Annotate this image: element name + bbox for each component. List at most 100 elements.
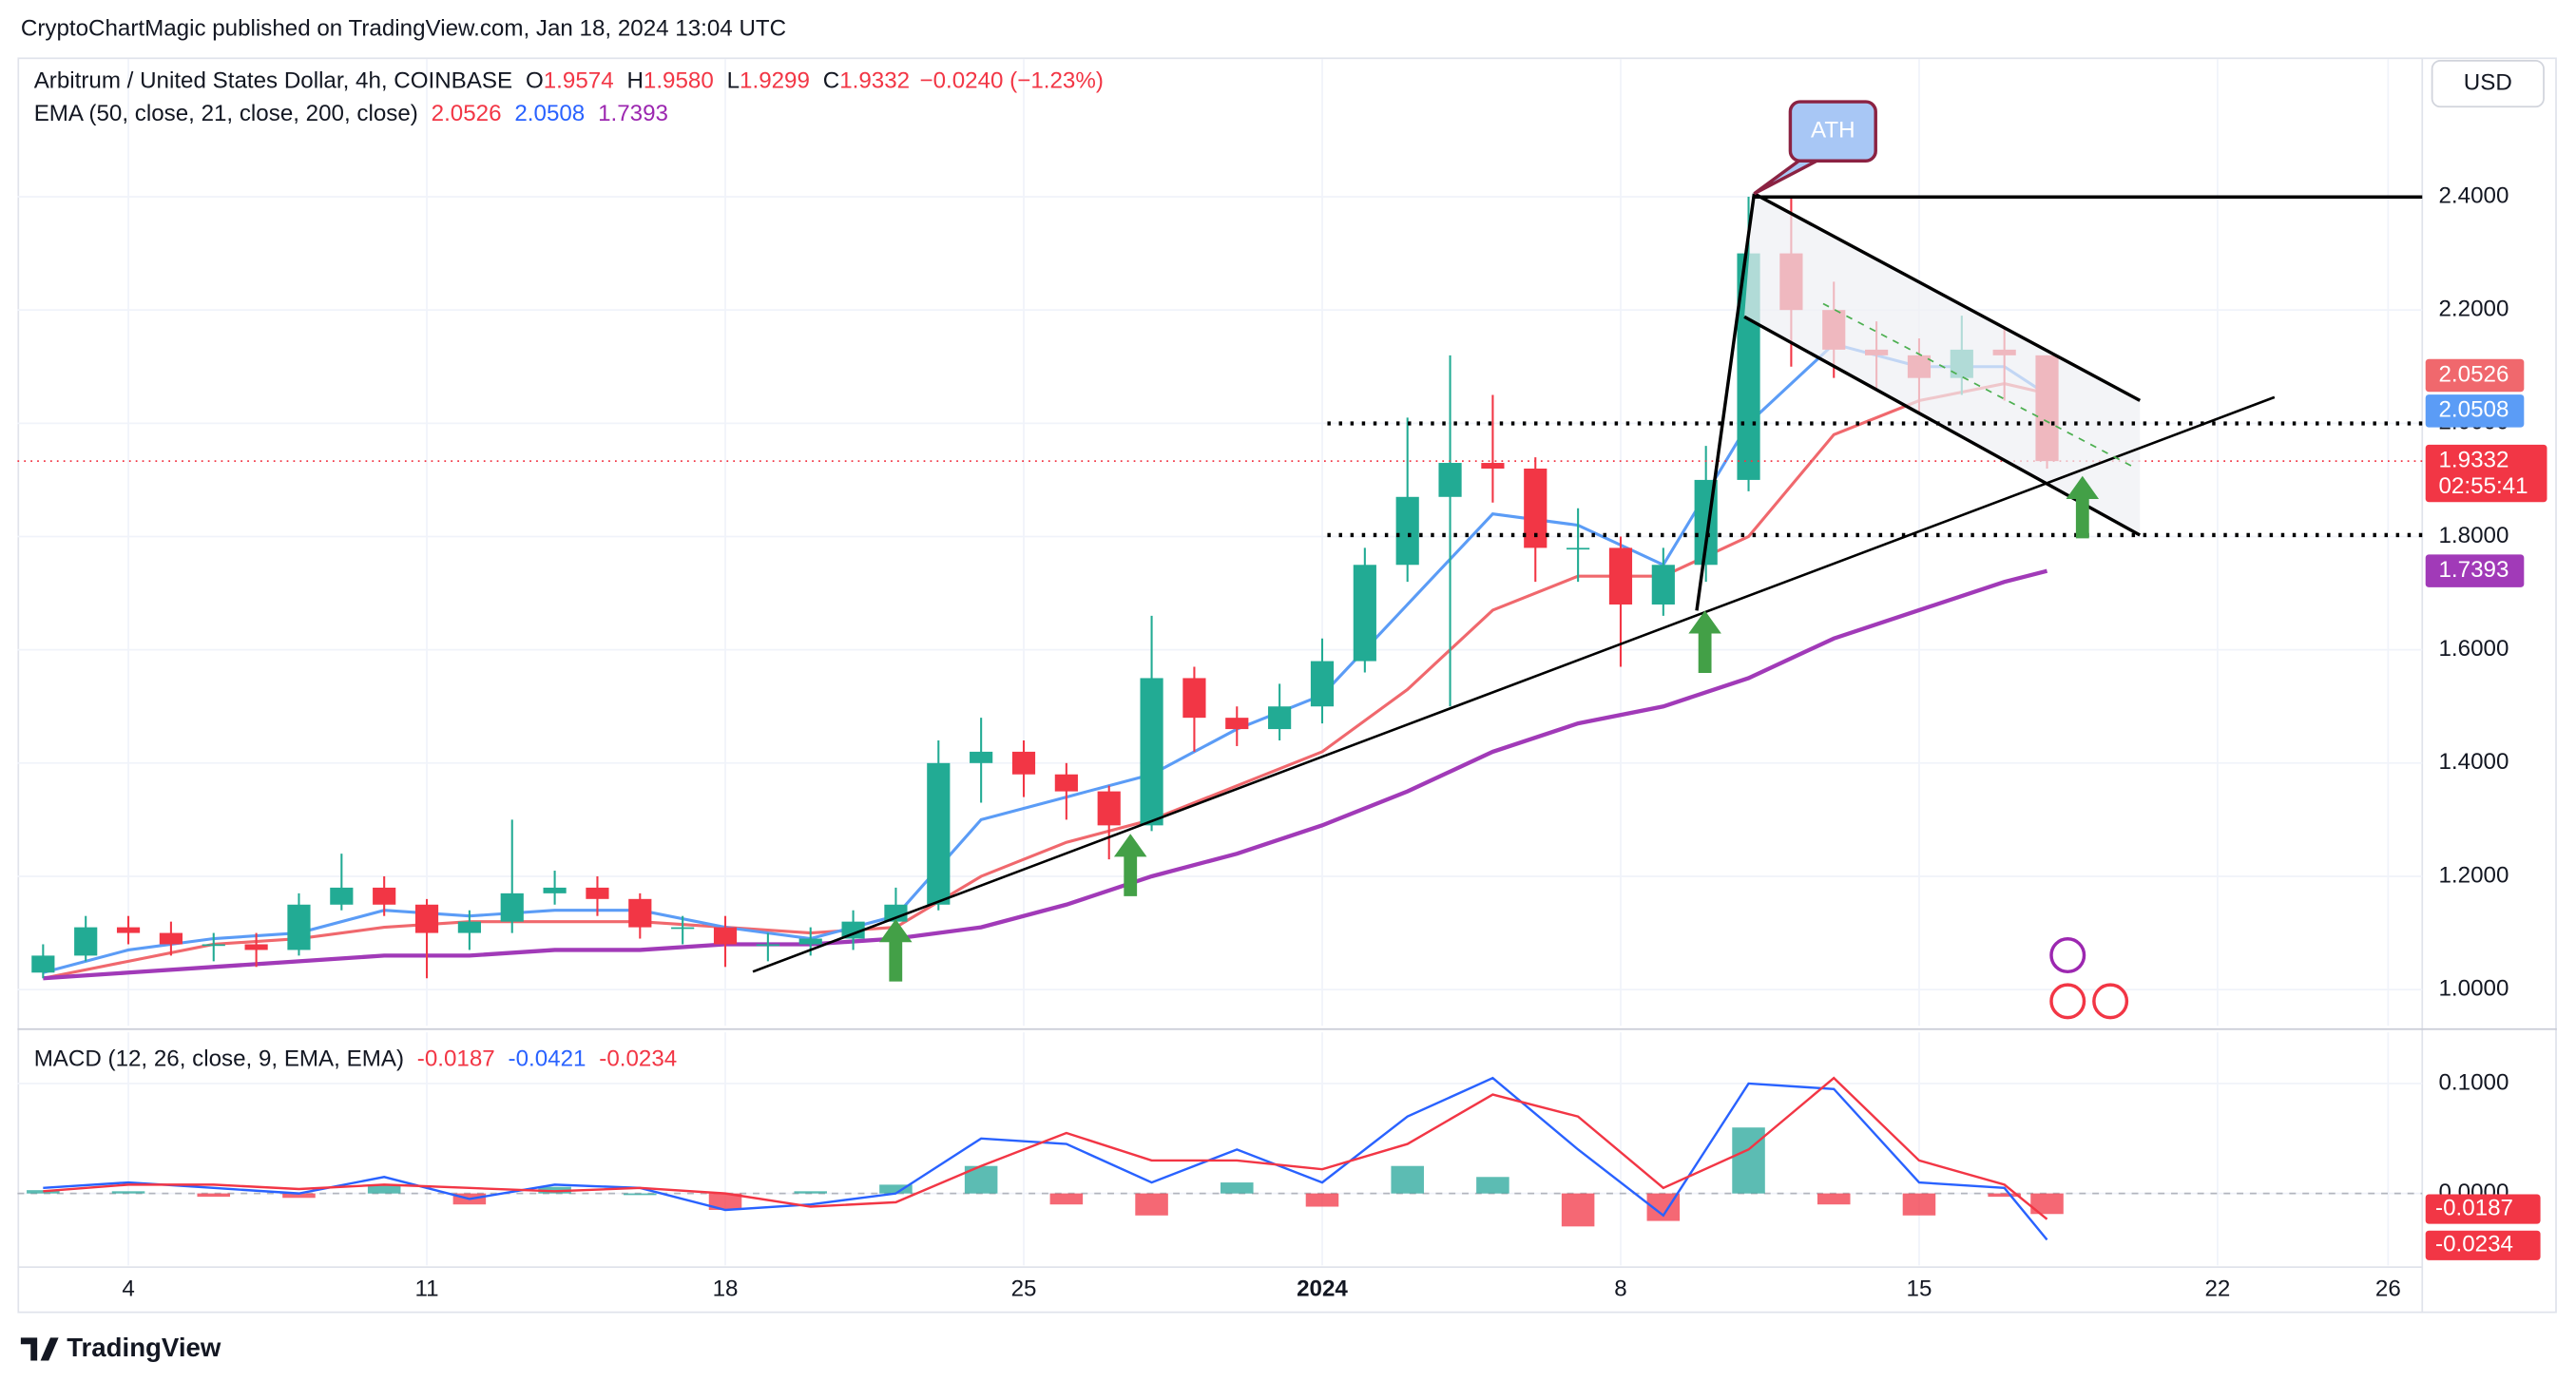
histogram-bar <box>111 1191 145 1194</box>
y-tick-label: 1.2000 <box>2439 862 2509 888</box>
ohlc-label: O <box>526 68 544 94</box>
event-icon[interactable] <box>2049 983 2086 1020</box>
candle-body <box>1182 678 1206 719</box>
price-tag <box>2425 358 2525 393</box>
histogram-bar <box>1561 1193 1595 1227</box>
currency[interactable]: USD <box>2464 69 2512 95</box>
price-tag-label: 2.0526 <box>2439 361 2509 387</box>
arrow <box>879 919 913 982</box>
arrow <box>2066 475 2100 539</box>
macd-value: -0.0421 <box>509 1046 586 1072</box>
candle-body <box>1567 547 1590 550</box>
brand-logo: TradingView <box>20 1333 221 1362</box>
histogram-bar <box>708 1193 742 1210</box>
price-tag-label: 1.7393 <box>2439 557 2509 583</box>
ema-line <box>43 568 2048 981</box>
histogram-bar <box>1135 1193 1168 1216</box>
countdown: 02:55:41 <box>2439 473 2528 499</box>
change: −0.0240 (−1.23%) <box>919 68 1103 94</box>
channel-top <box>1753 192 2142 402</box>
candle-body <box>1268 706 1292 730</box>
x-tick-label: 8 <box>1614 1276 1626 1302</box>
candle-body <box>1651 565 1675 605</box>
frame <box>17 57 2557 1314</box>
price-tag <box>2425 444 2547 503</box>
ohlc-value: 1.9332 <box>839 68 910 94</box>
ema-value: 2.0526 <box>432 101 502 126</box>
event-icon[interactable] <box>2049 937 2086 974</box>
ema-line <box>43 382 2047 980</box>
histogram-bar <box>1305 1193 1339 1207</box>
macd-tag <box>2425 1230 2541 1260</box>
histogram-bar <box>282 1193 316 1199</box>
hist-value: -0.0187 <box>417 1046 495 1072</box>
ema-value: 1.7393 <box>598 101 668 126</box>
logo-mark <box>20 1337 59 1361</box>
ohlc: O1.9574 H1.9580 L1.9299 C1.9332 <box>526 68 910 94</box>
candle-body <box>202 944 225 947</box>
histogram-bar <box>27 1190 60 1194</box>
histogram-bar <box>1049 1193 1084 1205</box>
event-icon[interactable] <box>2092 983 2129 1020</box>
arrow <box>1113 834 1147 896</box>
candle-body <box>1481 463 1505 469</box>
y-tick-label: 1.8000 <box>2439 523 2509 548</box>
candle-body <box>1608 547 1633 605</box>
candle-body <box>373 887 396 905</box>
candle-body <box>798 938 822 945</box>
histogram-bar <box>1391 1165 1424 1194</box>
callout-label: ATH <box>1811 118 1855 144</box>
ohlc-value: 1.9580 <box>644 68 714 94</box>
price-tag-label: 1.9332 <box>2439 448 2509 473</box>
y-tick-label: 1.4000 <box>2439 749 2509 775</box>
callout <box>1788 100 1877 163</box>
price-tag <box>2425 394 2525 428</box>
candle-body <box>927 762 951 905</box>
arrow <box>1688 610 1721 674</box>
x-tick-label: 25 <box>1011 1276 1037 1302</box>
header: Arbitrum / United States Dollar, 4h, COI… <box>34 68 1104 94</box>
macd-line <box>43 1076 2048 1220</box>
histogram-bar <box>1732 1127 1765 1194</box>
currency-button[interactable] <box>2431 60 2545 108</box>
indicator: EMA (50, close, 21, close, 200, close) <box>34 101 418 126</box>
x-tick-label: 26 <box>2375 1276 2401 1302</box>
publisher: CryptoChartMagic published on TradingVie… <box>21 15 786 41</box>
macd-line <box>43 1076 2048 1241</box>
candle-body <box>756 944 779 947</box>
candle-body <box>586 887 609 899</box>
x-tick-label: 2024 <box>1297 1276 1348 1302</box>
symbol: Arbitrum / United States Dollar, 4h, COI… <box>34 68 512 94</box>
y-tick-label: 2.4000 <box>2439 182 2509 208</box>
candle-body <box>1225 718 1249 730</box>
candle-body <box>1140 678 1163 826</box>
histogram-bar <box>879 1184 913 1194</box>
ohlc-value: 1.9299 <box>740 68 810 94</box>
candle-body <box>330 887 354 905</box>
candle-body <box>31 955 55 973</box>
impulse-line <box>1695 193 1757 611</box>
projection-line <box>1822 302 2136 469</box>
candle-body <box>1054 774 1078 792</box>
candle-body <box>1438 463 1462 497</box>
ema-legend: EMA (50, close, 21, close, 200, close) 2.… <box>34 101 668 126</box>
x-tick-label: 15 <box>1907 1276 1932 1302</box>
histogram-bar <box>1902 1193 1936 1216</box>
candle-body <box>628 898 652 928</box>
x-tick-label: 4 <box>122 1276 134 1302</box>
histogram-bar <box>1221 1182 1254 1194</box>
candle-body <box>543 887 567 893</box>
candle-body <box>1310 661 1335 707</box>
macd-tag-label: -0.0234 <box>2435 1232 2513 1257</box>
drawings: ATH <box>752 100 2423 1020</box>
histogram-bar <box>1988 1193 2021 1198</box>
candle-body <box>74 927 98 956</box>
candle-body <box>457 921 481 933</box>
histogram-bar <box>367 1185 401 1194</box>
ema-value: 2.0508 <box>514 101 585 126</box>
candle-body <box>1011 751 1036 775</box>
macd-legend: MACD (12, 26, close, 9, EMA, EMA) -0.0187… <box>34 1046 678 1072</box>
